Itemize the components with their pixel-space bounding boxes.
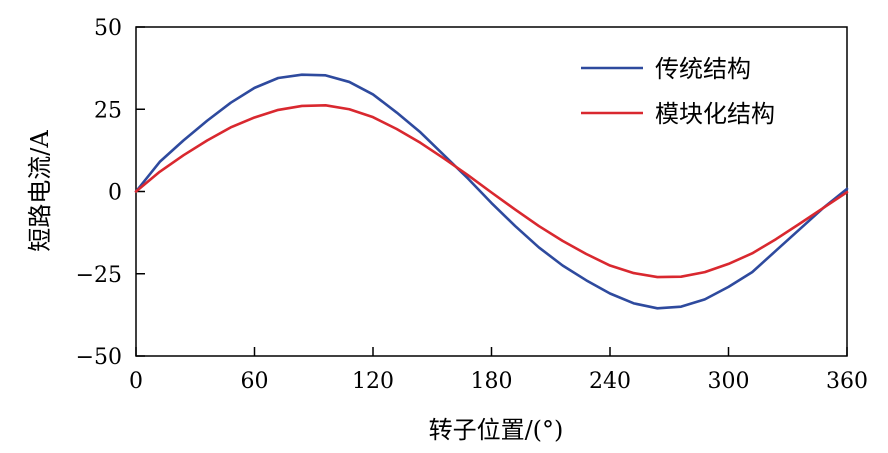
x-tick-label: 240: [589, 369, 631, 394]
x-tick-label: 360: [826, 369, 868, 394]
y-tick-label: −50: [76, 345, 122, 370]
x-tick-label: 180: [471, 369, 513, 394]
x-tick-label: 60: [241, 369, 269, 394]
series-line-2: [134, 104, 849, 279]
x-axis-ticks: 0 60 120 180 240 300 360: [129, 347, 868, 394]
series-line-1: [134, 73, 849, 310]
y-tick-label: 0: [108, 181, 122, 206]
x-tick-label: 120: [352, 369, 394, 394]
y-axis-ticks: −50 −25 0 25 50: [76, 16, 145, 370]
y-tick-label: 25: [94, 98, 122, 123]
legend-label-1: 传统结构: [655, 55, 751, 83]
y-axis-title: 短路电流/A: [26, 130, 54, 252]
x-tick-label: 0: [129, 369, 143, 394]
y-tick-label: −25: [76, 263, 122, 288]
legend-label-2: 模块化结构: [655, 100, 775, 128]
y-tick-label: 50: [94, 16, 122, 41]
x-axis-title: 转子位置/(°): [429, 416, 564, 444]
x-tick-label: 300: [708, 369, 750, 394]
series-layer: [134, 73, 849, 310]
